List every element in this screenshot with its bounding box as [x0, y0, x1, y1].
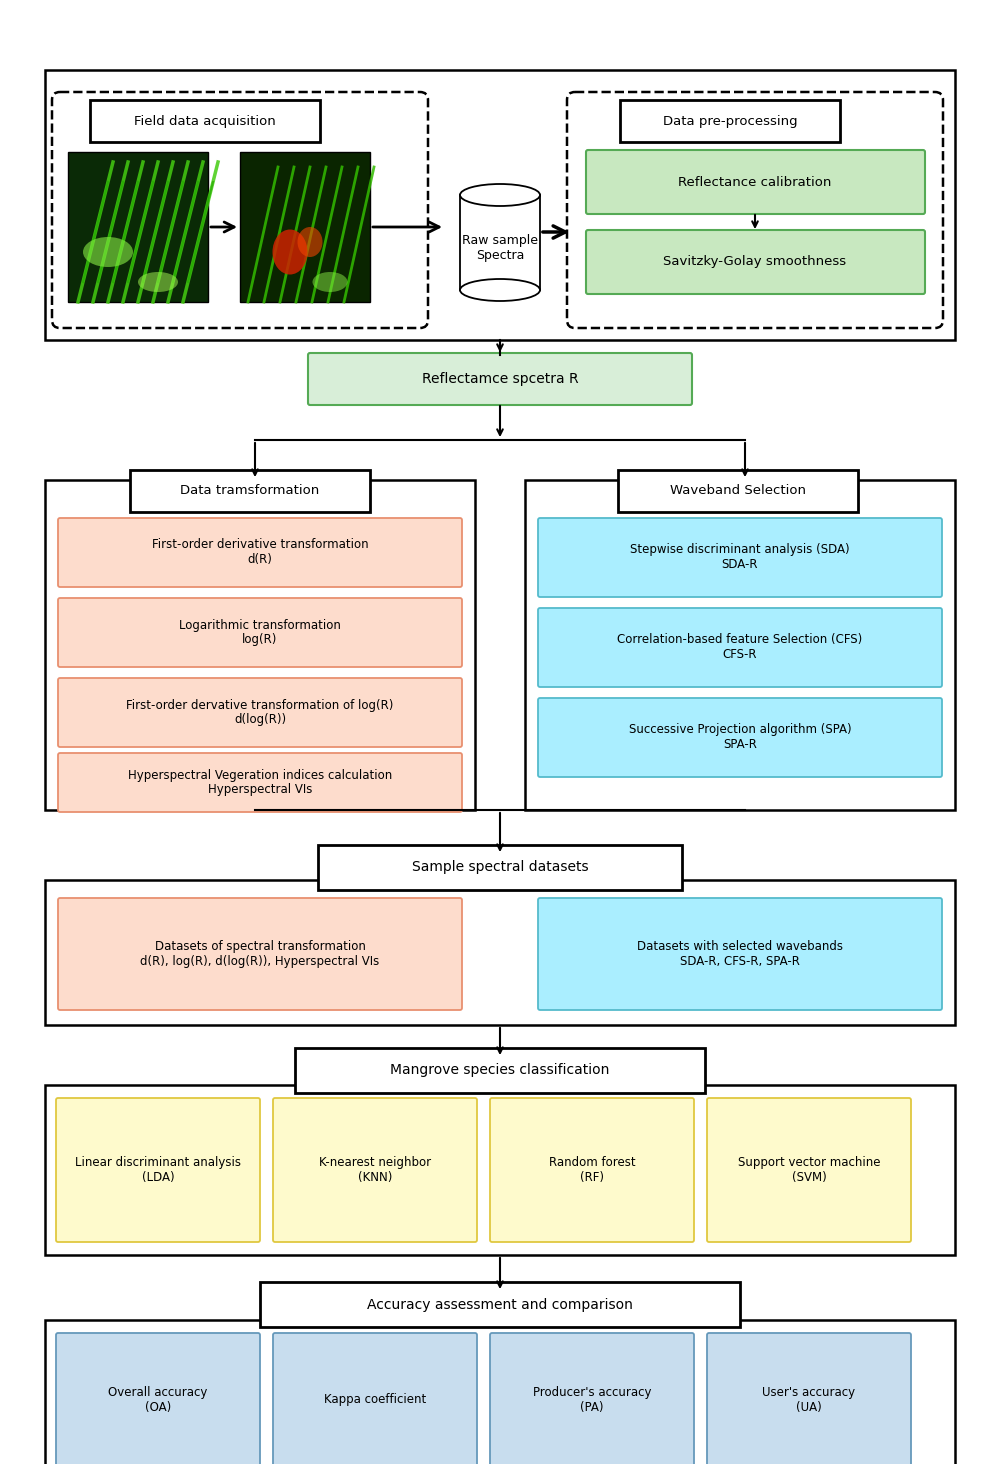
Bar [295, 1048, 705, 1094]
Bar [130, 470, 370, 512]
Text: Accuracy assessment and comparison: Accuracy assessment and comparison [367, 1299, 633, 1312]
Bar [90, 100, 320, 142]
FancyBboxPatch shape [58, 518, 462, 587]
FancyBboxPatch shape [490, 1098, 694, 1241]
Text: Reflectance calibration: Reflectance calibration [678, 176, 832, 189]
FancyBboxPatch shape [538, 698, 942, 777]
Text: User's accuracy
(UA): User's accuracy (UA) [762, 1386, 856, 1414]
FancyBboxPatch shape [273, 1098, 477, 1241]
Ellipse shape [138, 272, 178, 291]
Text: K-nearest neighbor
(KNN): K-nearest neighbor (KNN) [319, 1157, 431, 1184]
Bar [525, 480, 955, 810]
FancyBboxPatch shape [538, 608, 942, 687]
Bar [618, 470, 858, 512]
Text: Logarithmic transformation
log(R): Logarithmic transformation log(R) [179, 618, 341, 647]
FancyBboxPatch shape [58, 752, 462, 813]
FancyBboxPatch shape [707, 1334, 911, 1464]
Bar [45, 1321, 955, 1464]
Bar [461, 195, 539, 290]
Ellipse shape [312, 272, 348, 291]
FancyBboxPatch shape [707, 1098, 911, 1241]
Text: Stepwise discriminant analysis (SDA)
SDA-R: Stepwise discriminant analysis (SDA) SDA… [630, 543, 850, 571]
Text: Successive Projection algorithm (SPA)
SPA-R: Successive Projection algorithm (SPA) SP… [629, 723, 851, 751]
Text: Support vector machine
(SVM): Support vector machine (SVM) [738, 1157, 880, 1184]
Ellipse shape [298, 227, 322, 258]
FancyBboxPatch shape [567, 92, 943, 328]
FancyBboxPatch shape [586, 230, 925, 294]
FancyBboxPatch shape [56, 1098, 260, 1241]
Text: First-order dervative transformation of log(R)
d(log(R)): First-order dervative transformation of … [126, 698, 394, 726]
Bar [68, 152, 208, 302]
FancyBboxPatch shape [58, 597, 462, 668]
Bar [240, 152, 370, 302]
Text: Random forest
(RF): Random forest (RF) [549, 1157, 635, 1184]
FancyBboxPatch shape [58, 897, 462, 1010]
Text: Producer's accuracy
(PA): Producer's accuracy (PA) [533, 1386, 651, 1414]
FancyBboxPatch shape [52, 92, 428, 328]
Text: Sample spectral datasets: Sample spectral datasets [412, 859, 588, 874]
Text: Linear discriminant analysis
(LDA): Linear discriminant analysis (LDA) [75, 1157, 241, 1184]
Bar [45, 880, 955, 1025]
FancyBboxPatch shape [273, 1334, 477, 1464]
Text: Data tramsformation: Data tramsformation [180, 485, 320, 498]
Text: Datasets with selected wavebands
SDA-R, CFS-R, SPA-R: Datasets with selected wavebands SDA-R, … [637, 940, 843, 968]
Text: Savitzky-Golay smoothness: Savitzky-Golay smoothness [663, 256, 847, 268]
Text: Hyperspectral Vegeration indices calculation
Hyperspectral VIs: Hyperspectral Vegeration indices calcula… [128, 769, 392, 796]
Text: Correlation-based feature Selection (CFS)
CFS-R: Correlation-based feature Selection (CFS… [617, 634, 863, 662]
Bar [45, 1085, 955, 1255]
FancyBboxPatch shape [308, 353, 692, 406]
Ellipse shape [460, 184, 540, 206]
Ellipse shape [272, 230, 308, 275]
Text: First-order derivative transformation
d(R): First-order derivative transformation d(… [152, 539, 368, 567]
Text: Mangrove species classification: Mangrove species classification [390, 1063, 610, 1078]
FancyBboxPatch shape [538, 518, 942, 597]
Text: Waveband Selection: Waveband Selection [670, 485, 806, 498]
Text: Raw sample
Spectra: Raw sample Spectra [462, 234, 538, 262]
Text: Overall accuracy
(OA): Overall accuracy (OA) [108, 1386, 208, 1414]
Text: Datasets of spectral transformation
d(R), log(R), d(log(R)), Hyperspectral VIs: Datasets of spectral transformation d(R)… [140, 940, 380, 968]
Ellipse shape [460, 280, 540, 302]
Text: Reflectamce spcetra R: Reflectamce spcetra R [422, 372, 578, 386]
Bar [620, 100, 840, 142]
Text: Field data acquisition: Field data acquisition [134, 114, 276, 127]
Ellipse shape [83, 237, 133, 266]
Bar [460, 195, 540, 290]
FancyBboxPatch shape [56, 1334, 260, 1464]
FancyBboxPatch shape [58, 678, 462, 747]
Bar [260, 1282, 740, 1326]
Text: Kappa coefficient: Kappa coefficient [324, 1394, 426, 1407]
Text: Data pre-processing: Data pre-processing [663, 114, 797, 127]
FancyBboxPatch shape [586, 149, 925, 214]
FancyBboxPatch shape [538, 897, 942, 1010]
Bar [45, 480, 475, 810]
FancyBboxPatch shape [490, 1334, 694, 1464]
Bar [318, 845, 682, 890]
Bar [45, 70, 955, 340]
